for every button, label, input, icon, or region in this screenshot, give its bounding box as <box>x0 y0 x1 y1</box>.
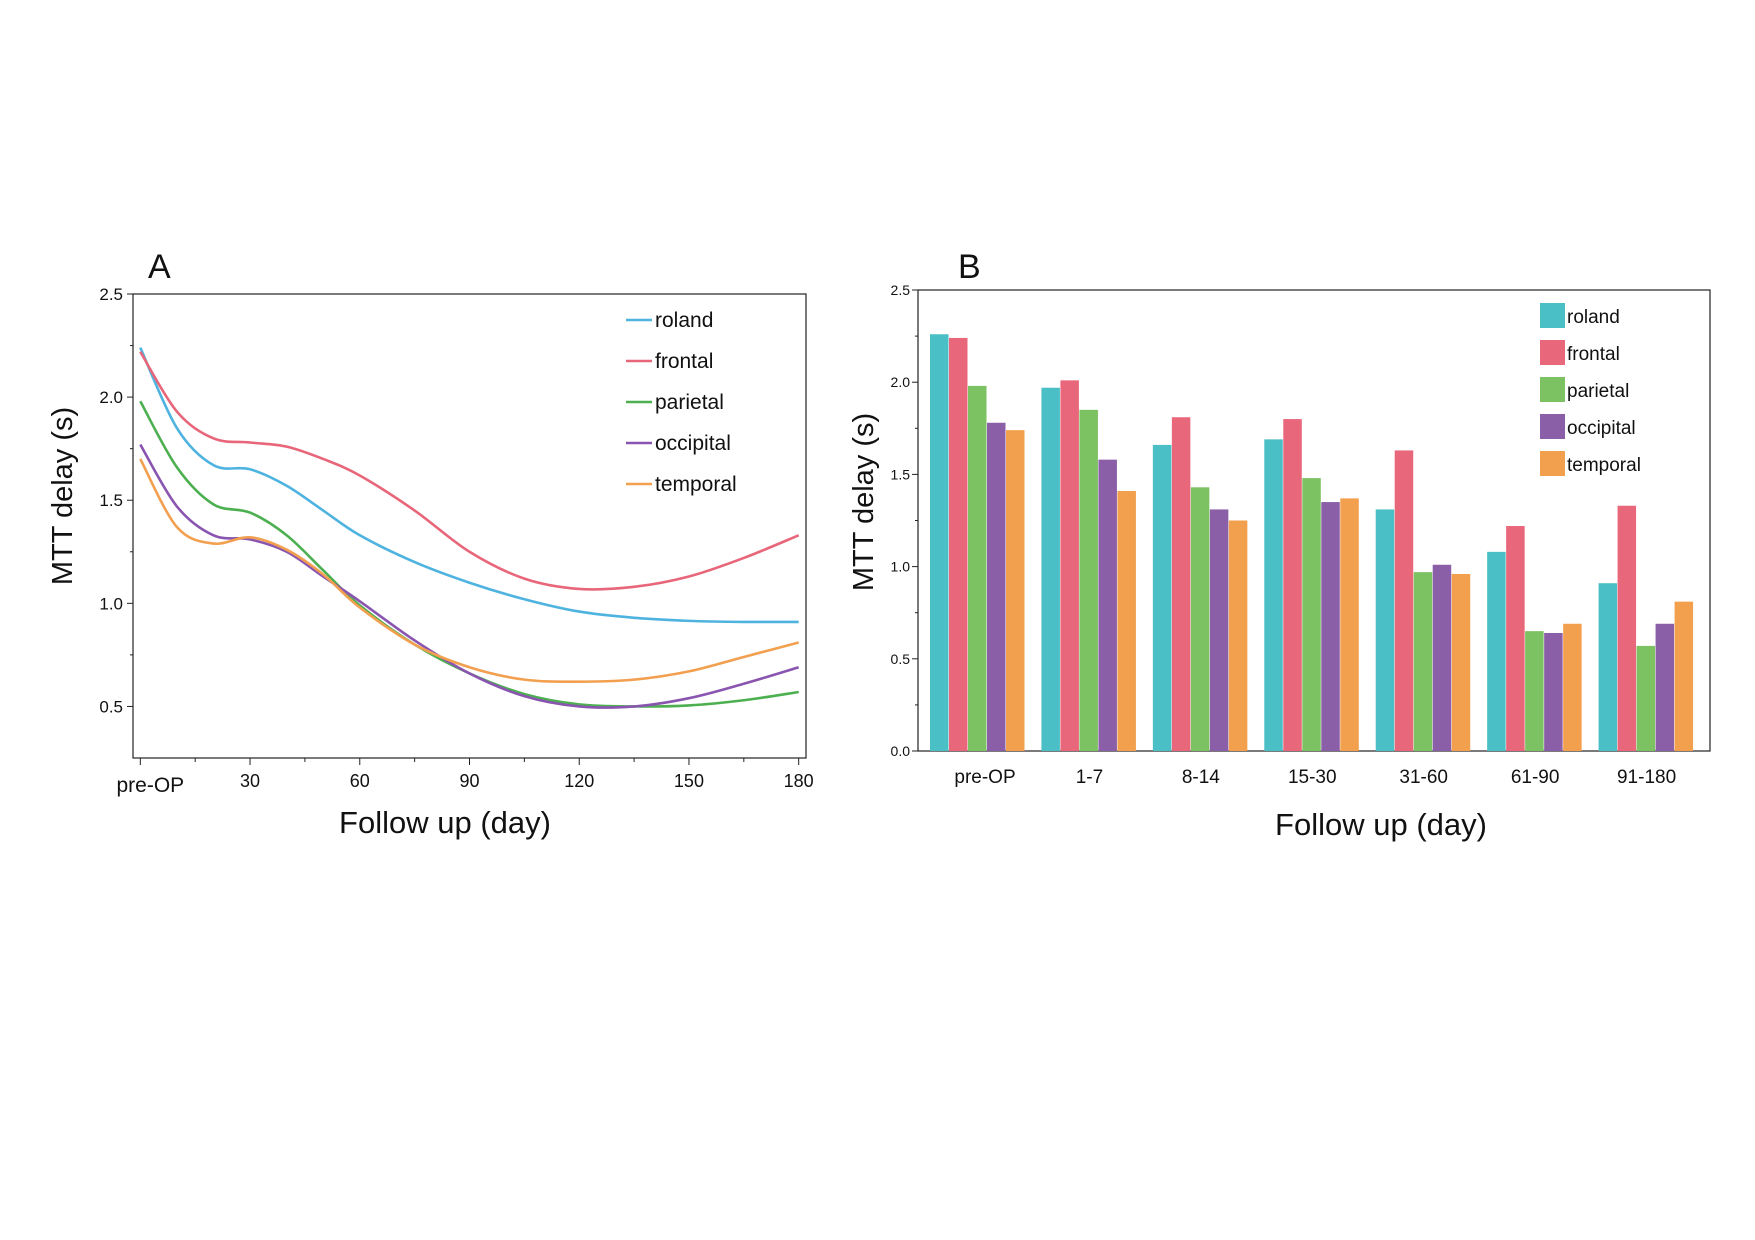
bar-roland-8-14 <box>1152 444 1172 751</box>
panel-a-line-chart: A 0.5 1.0 1.5 2.0 2.5 pre-OP 30 60 90 120 150 180 Fo… <box>47 248 814 840</box>
y-tick-label: 1.0 <box>891 559 911 575</box>
y-tick-label: 1.0 <box>99 594 123 613</box>
bar-frontal-15-30 <box>1283 419 1302 751</box>
bar-occipital-15-30 <box>1321 502 1340 751</box>
bar-frontal-61-90 <box>1506 526 1525 751</box>
line-frontal <box>139 351 800 591</box>
legend-swatch-roland <box>1540 303 1565 328</box>
y-tick-label: 0.0 <box>891 743 911 759</box>
bar-temporal-15-30 <box>1340 498 1359 751</box>
bar-roland-15-30 <box>1264 439 1283 751</box>
legend-label-temporal: temporal <box>1567 455 1641 476</box>
x-tick-label: 90 <box>459 771 479 791</box>
bar-temporal-91-180 <box>1674 601 1694 751</box>
x-tick-label: 150 <box>674 771 704 791</box>
panel-b-label: B <box>958 248 981 286</box>
bar-occipital-31-60 <box>1432 564 1452 751</box>
x-tick-label: 61-90 <box>1511 767 1560 788</box>
bar-parietal-61-90 <box>1525 631 1544 751</box>
legend-label-roland: roland <box>1567 307 1620 328</box>
bar-frontal-pre-OP <box>949 337 968 751</box>
bar-frontal-91-180 <box>1617 505 1637 751</box>
bar-temporal-31-60 <box>1451 573 1471 751</box>
y-axis-title: MTT delay (s) <box>848 413 880 591</box>
legend-swatch-frontal <box>1540 340 1565 365</box>
x-tick-label: 31-60 <box>1399 767 1448 788</box>
x-tick-label: 30 <box>240 771 260 791</box>
bar-roland-1-7 <box>1041 387 1060 751</box>
bar-temporal-1-7 <box>1117 490 1136 751</box>
legend-label-roland: roland <box>655 309 713 332</box>
bar-parietal-15-30 <box>1302 478 1321 751</box>
panel-b-bar-chart: B 0.0 0.5 1.0 1.5 2.0 2.5 pre-OP 1-7 8-14 15-30 31… <box>848 248 1711 842</box>
line-temporal <box>139 458 800 684</box>
y-tick-label: 2.0 <box>99 388 123 407</box>
y-tick-label: 0.5 <box>99 697 123 716</box>
y-tick-label: 2.5 <box>99 285 123 304</box>
bar-parietal-91-180 <box>1636 645 1656 751</box>
bar-frontal-1-7 <box>1060 380 1079 751</box>
bar-frontal-8-14 <box>1171 417 1191 751</box>
bar-occipital-1-7 <box>1098 459 1117 751</box>
legend-swatch-temporal <box>1540 451 1565 476</box>
bar-parietal-pre-OP <box>968 385 987 751</box>
bar-parietal-8-14 <box>1190 487 1210 751</box>
y-axis-title: MTT delay (s) <box>47 407 79 585</box>
bar-parietal-31-60 <box>1413 572 1433 751</box>
y-tick-label: 0.5 <box>891 651 911 667</box>
legend-swatch-parietal <box>1540 377 1565 402</box>
y-tick-label: 1.5 <box>891 466 911 482</box>
x-tick-label: 8-14 <box>1182 767 1220 788</box>
bar-occipital-pre-OP <box>987 422 1006 751</box>
legend-label-occipital: occipital <box>655 432 731 455</box>
legend-label-frontal: frontal <box>1567 344 1620 365</box>
legend-label-parietal: parietal <box>655 391 724 414</box>
bar-roland-61-90 <box>1487 551 1506 751</box>
x-tick-label: 15-30 <box>1288 767 1337 788</box>
y-tick-label: 2.5 <box>891 282 911 298</box>
x-tick-label: 180 <box>784 771 814 791</box>
legend-label-parietal: parietal <box>1567 381 1629 402</box>
legend-label-frontal: frontal <box>655 350 713 373</box>
legend-swatch-occipital <box>1540 414 1565 439</box>
bar-temporal-61-90 <box>1563 623 1582 751</box>
bar-roland-91-180 <box>1598 583 1618 751</box>
legend-label-occipital: occipital <box>1567 418 1636 439</box>
x-tick-label: 120 <box>564 771 594 791</box>
x-tick-label: 91-180 <box>1617 767 1676 788</box>
bar-frontal-31-60 <box>1394 450 1414 751</box>
bar-occipital-61-90 <box>1544 632 1563 751</box>
bar-occipital-8-14 <box>1209 509 1229 751</box>
line-occipital <box>139 443 800 709</box>
y-tick-label: 1.5 <box>99 491 123 510</box>
bar-roland-31-60 <box>1375 509 1395 751</box>
x-tick-label: 60 <box>350 771 370 791</box>
x-axis-title: Follow up (day) <box>1275 807 1487 842</box>
bar-occipital-91-180 <box>1655 623 1675 751</box>
bar-parietal-1-7 <box>1079 409 1098 751</box>
y-tick-label: 2.0 <box>891 374 911 390</box>
panel-a-label: A <box>148 248 171 286</box>
x-axis-title: Follow up (day) <box>339 805 551 840</box>
line-roland <box>139 347 799 624</box>
bar-temporal-8-14 <box>1228 520 1248 751</box>
bar-roland-pre-OP <box>930 334 949 751</box>
bar-temporal-pre-OP <box>1006 430 1025 751</box>
x-tick-label: pre-OP <box>954 767 1015 788</box>
x-tick-label: pre-OP <box>116 774 184 797</box>
legend-label-temporal: temporal <box>655 473 737 496</box>
x-tick-label: 1-7 <box>1076 767 1103 788</box>
